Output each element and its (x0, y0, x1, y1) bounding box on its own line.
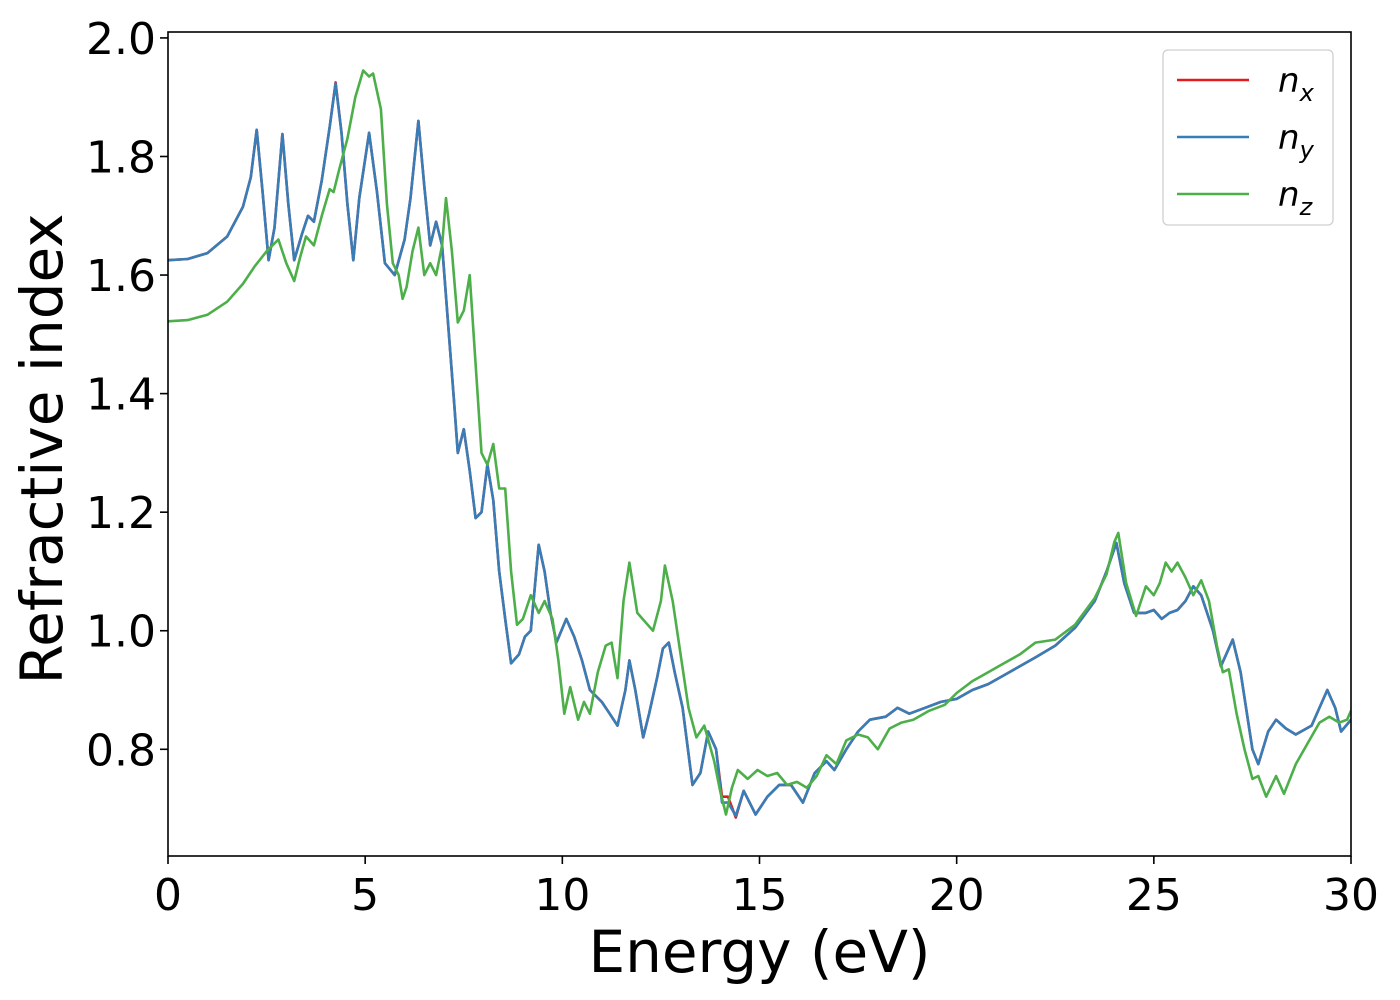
x-tick-label: 30 (1323, 870, 1379, 921)
legend: nx ny nz (1162, 49, 1334, 226)
series-layer (168, 69, 1351, 819)
legend-entry-nz: nz (1278, 175, 1314, 221)
series-line-ny (168, 82, 1351, 817)
y-tick-label: 0.8 (86, 725, 156, 776)
y-axis: 0.8 1.0 1.2 1.4 1.6 1.8 2.0 (86, 14, 168, 776)
x-tick-label: 15 (732, 870, 788, 921)
y-tick-label: 1.6 (86, 251, 156, 302)
y-axis-title: Refractive index (8, 213, 76, 684)
y-tick-label: 1.2 (86, 488, 156, 539)
y-tick-label: 1.8 (86, 132, 156, 183)
x-tick-label: 10 (534, 870, 590, 921)
y-tick-label: 2.0 (86, 14, 156, 65)
y-tick-label: 1.4 (86, 370, 156, 421)
x-tick-label: 20 (929, 870, 985, 921)
x-tick-label: 25 (1126, 870, 1182, 921)
x-axis: 0 5 10 15 20 25 30 (154, 856, 1379, 921)
x-tick-label: 0 (154, 870, 182, 921)
y-tick-label: 1.0 (86, 607, 156, 658)
legend-entry-nx: nx (1278, 61, 1315, 107)
x-tick-label: 5 (351, 870, 379, 921)
x-axis-title: Energy (eV) (588, 918, 930, 986)
series-line-nz (168, 69, 1351, 816)
legend-entry-ny: ny (1278, 118, 1315, 164)
